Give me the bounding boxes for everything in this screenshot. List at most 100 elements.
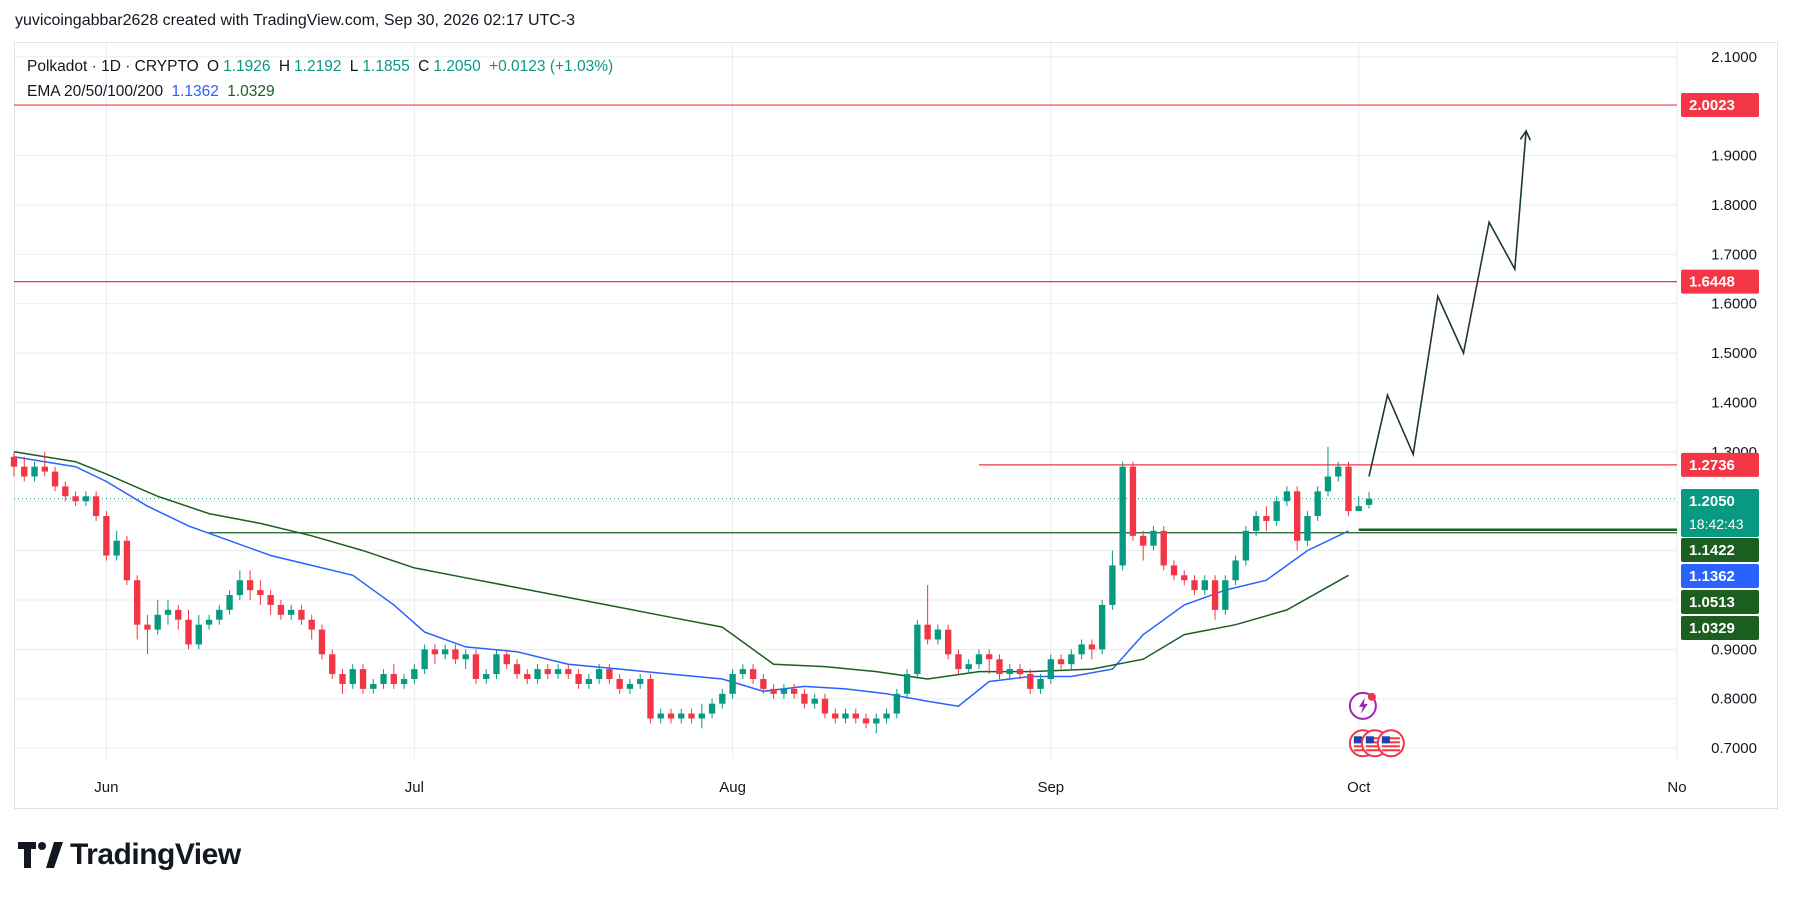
candle bbox=[1047, 654, 1054, 684]
candle-body bbox=[1242, 530, 1250, 561]
candle-body bbox=[205, 619, 213, 625]
price-badge-bg bbox=[1681, 489, 1759, 537]
candle-body bbox=[1252, 516, 1260, 531]
candle bbox=[801, 688, 808, 709]
candle-body bbox=[903, 674, 911, 694]
candle bbox=[1252, 511, 1260, 536]
candle bbox=[1068, 649, 1075, 670]
candle bbox=[513, 659, 521, 679]
candle-body bbox=[154, 614, 161, 630]
candle bbox=[708, 698, 716, 719]
candle bbox=[955, 649, 962, 675]
candle-body bbox=[975, 654, 983, 665]
candle bbox=[780, 683, 788, 699]
candle bbox=[1140, 530, 1147, 561]
candle-body bbox=[318, 629, 326, 655]
candle bbox=[298, 604, 305, 625]
candle bbox=[965, 659, 972, 675]
candle-body bbox=[1027, 674, 1034, 689]
candle bbox=[1273, 496, 1280, 526]
candle bbox=[1088, 639, 1096, 660]
candle bbox=[452, 644, 459, 665]
x-tick-label: Jul bbox=[405, 779, 424, 796]
chart-grid bbox=[14, 42, 1678, 758]
event-markers bbox=[1348, 691, 1405, 758]
candle bbox=[72, 491, 79, 507]
candle bbox=[678, 708, 685, 724]
candle-body bbox=[606, 669, 613, 679]
x-tick-label: Aug bbox=[719, 779, 746, 796]
candle bbox=[862, 713, 870, 729]
candle-body bbox=[575, 674, 582, 684]
candle bbox=[1201, 575, 1208, 596]
candle bbox=[883, 708, 890, 724]
candle bbox=[123, 535, 131, 586]
y-tick-label: 1.6000 bbox=[1711, 296, 1757, 313]
candle bbox=[524, 669, 531, 684]
candle bbox=[164, 599, 172, 625]
candle bbox=[944, 624, 952, 660]
candle bbox=[472, 649, 480, 684]
candle bbox=[267, 590, 274, 615]
candle bbox=[359, 664, 367, 694]
candle-body bbox=[51, 471, 59, 487]
candle-body bbox=[175, 609, 182, 620]
candle-body bbox=[1191, 580, 1198, 591]
candle-body bbox=[431, 649, 439, 655]
candle-body bbox=[144, 624, 151, 630]
candle-body bbox=[134, 580, 141, 625]
candle bbox=[1304, 511, 1311, 546]
candle-body bbox=[92, 496, 100, 517]
candle bbox=[370, 678, 377, 694]
candle-body bbox=[1222, 580, 1229, 610]
candle bbox=[1037, 674, 1044, 694]
ema20-line bbox=[13, 456, 1349, 707]
price-axis: 2.1000 1.9000 1.8000 1.7000 1.6000 1.5000 1.40… bbox=[1711, 49, 1757, 757]
candle-body bbox=[944, 629, 952, 655]
candle-body bbox=[195, 624, 202, 645]
candle bbox=[1006, 664, 1013, 679]
candle bbox=[1160, 525, 1167, 571]
x-tick-label: Jun bbox=[94, 779, 118, 796]
price-badge-label: 1.2050 bbox=[1689, 493, 1735, 510]
candle-body bbox=[82, 496, 90, 502]
candle bbox=[113, 530, 120, 561]
candle bbox=[1324, 446, 1332, 497]
tradingview-logo[interactable]: TradingView bbox=[18, 838, 241, 872]
candle-body bbox=[1037, 678, 1044, 689]
y-tick-label: 0.7000 bbox=[1711, 740, 1757, 757]
candle bbox=[1283, 486, 1291, 507]
candle-body bbox=[1355, 506, 1362, 512]
low-value: 1.1855 bbox=[362, 58, 410, 75]
candle bbox=[1263, 506, 1270, 531]
candle-body bbox=[698, 713, 705, 719]
candle-body bbox=[236, 580, 244, 596]
candle bbox=[175, 604, 182, 630]
close-value: 1.2050 bbox=[433, 58, 481, 75]
candle-body bbox=[62, 486, 69, 497]
candle-body bbox=[1181, 575, 1188, 581]
candle-body bbox=[298, 609, 305, 620]
candle-body bbox=[1129, 466, 1137, 536]
candle-body bbox=[1273, 501, 1280, 521]
candle bbox=[246, 570, 254, 600]
symbol-label[interactable]: Polkadot · 1D · CRYPTO bbox=[27, 58, 199, 75]
candle bbox=[1335, 461, 1342, 482]
ema-legend: EMA 20/50/100/200 1.1362 1.0329 bbox=[27, 79, 617, 104]
candle-body bbox=[708, 703, 716, 714]
candle bbox=[431, 644, 439, 665]
candle-body bbox=[1304, 516, 1311, 541]
ema-label[interactable]: EMA 20/50/100/200 bbox=[27, 83, 164, 100]
y-tick-label: 1.8000 bbox=[1711, 197, 1757, 214]
candle-body bbox=[462, 654, 469, 660]
price-badge: 1.1362 bbox=[1681, 564, 1759, 588]
candle-body bbox=[390, 674, 398, 684]
candle-body bbox=[1078, 644, 1085, 655]
candle bbox=[770, 683, 777, 699]
candle-body bbox=[1088, 644, 1096, 650]
candle bbox=[585, 674, 593, 689]
price-badge-label: 1.6448 bbox=[1689, 274, 1735, 291]
chart-caption: yuvicoingabbar2628 created with TradingV… bbox=[15, 12, 576, 29]
candle-body bbox=[1047, 659, 1054, 679]
